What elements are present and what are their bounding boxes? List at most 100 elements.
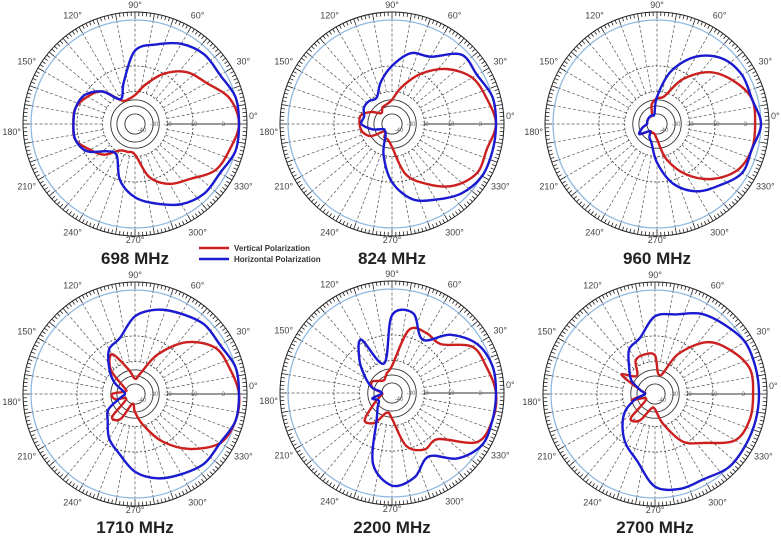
- radial-gridline: [312, 56, 368, 104]
- radial-gridline: [67, 148, 115, 204]
- tick-mark: [62, 204, 68, 211]
- tick-mark: [600, 26, 605, 34]
- tick-mark: [322, 304, 326, 309]
- tick-mark: [553, 81, 558, 84]
- tick-mark: [734, 465, 739, 470]
- tick-mark: [707, 24, 710, 29]
- tick-mark: [281, 104, 289, 107]
- polar-chart: -40-30 -20 -10 -3 0° 30° 60° 90° 120° 150° 180° 210…: [2, 0, 258, 268]
- radial-gridline: [577, 144, 633, 192]
- angle-tick-label: 90°: [650, 0, 664, 10]
- tick-mark: [152, 227, 155, 235]
- tick-mark: [491, 164, 496, 167]
- tick-mark: [298, 61, 303, 64]
- radial-gridline: [159, 144, 215, 192]
- tick-mark: [305, 460, 312, 466]
- tick-mark: [215, 461, 222, 467]
- tick-mark: [757, 426, 762, 429]
- tick-mark: [316, 309, 321, 314]
- tick-mark: [238, 411, 246, 414]
- tick-mark: [409, 227, 412, 235]
- radial-gridline: [116, 425, 130, 497]
- angle-tick-label: 330°: [491, 451, 510, 461]
- angle-tick-label: 150°: [274, 326, 293, 336]
- tick-mark: [209, 201, 214, 205]
- db-grid-circle: [622, 361, 688, 427]
- tick-mark: [576, 45, 580, 50]
- tick-mark: [574, 315, 578, 320]
- tick-mark: [149, 283, 151, 288]
- angle-tick-label: 60°: [711, 281, 725, 291]
- tick-mark: [711, 485, 715, 490]
- radial-gridline: [675, 418, 723, 474]
- tick-mark: [763, 138, 768, 140]
- tick-mark: [717, 213, 720, 218]
- tick-mark: [483, 64, 488, 68]
- tick-mark: [472, 460, 479, 466]
- tick-mark: [225, 176, 233, 181]
- radial-gridline: [564, 409, 628, 447]
- radial-tick-label: -30: [672, 122, 681, 128]
- tick-mark: [157, 284, 159, 289]
- tick-mark: [564, 327, 568, 331]
- tick-mark: [233, 437, 238, 440]
- tick-mark: [469, 314, 473, 319]
- tick-mark: [175, 493, 178, 498]
- tick-mark: [414, 283, 416, 288]
- tick-mark: [614, 20, 617, 25]
- tick-mark: [495, 104, 503, 107]
- tick-mark: [37, 337, 45, 342]
- tick-mark: [288, 164, 293, 167]
- radial-gridline: [116, 291, 130, 363]
- tick-mark: [339, 488, 342, 493]
- tick-mark: [214, 195, 219, 200]
- tick-mark: [674, 13, 677, 21]
- tick-mark: [734, 198, 738, 203]
- tick-mark: [72, 300, 75, 305]
- radial-gridline: [419, 408, 483, 446]
- tick-mark: [435, 290, 438, 295]
- tick-mark: [639, 500, 641, 505]
- tick-mark: [466, 201, 471, 205]
- tick-mark: [635, 283, 638, 291]
- tick-mark: [597, 215, 601, 220]
- angle-tick-label: 0°: [506, 111, 515, 121]
- tick-mark: [28, 89, 33, 92]
- tick-mark: [332, 484, 336, 489]
- tick-mark: [491, 433, 496, 436]
- tick-mark: [111, 284, 113, 289]
- tick-mark: [234, 164, 239, 167]
- tick-mark: [241, 408, 246, 410]
- tick-mark: [751, 440, 756, 444]
- radial-gridline: [419, 340, 483, 378]
- tick-mark: [421, 496, 424, 501]
- tick-mark: [316, 40, 321, 45]
- tick-mark: [721, 305, 725, 310]
- tick-mark: [92, 223, 95, 228]
- angle-tick-label: 270°: [383, 504, 402, 514]
- tick-mark: [225, 337, 233, 342]
- tick-mark: [414, 498, 416, 503]
- tick-mark: [459, 306, 465, 313]
- tick-mark: [313, 201, 318, 205]
- radial-tick-label: -3: [740, 392, 746, 398]
- tick-mark: [322, 208, 326, 213]
- tick-mark: [282, 100, 287, 102]
- radial-gridline: [44, 409, 108, 447]
- tick-mark: [289, 436, 294, 439]
- tick-mark: [234, 434, 239, 437]
- tick-mark: [701, 490, 705, 495]
- radial-gridline: [145, 154, 171, 222]
- tick-mark: [490, 436, 495, 439]
- tick-mark: [590, 211, 594, 215]
- tick-mark: [89, 492, 92, 497]
- tick-mark: [240, 370, 245, 372]
- tick-mark: [288, 350, 293, 353]
- tick-mark: [563, 61, 568, 64]
- tick-mark: [222, 187, 226, 191]
- tick-mark: [406, 499, 408, 504]
- radial-gridline: [166, 129, 238, 143]
- tick-mark: [157, 229, 159, 234]
- tick-mark: [214, 318, 219, 323]
- tick-mark: [421, 227, 424, 232]
